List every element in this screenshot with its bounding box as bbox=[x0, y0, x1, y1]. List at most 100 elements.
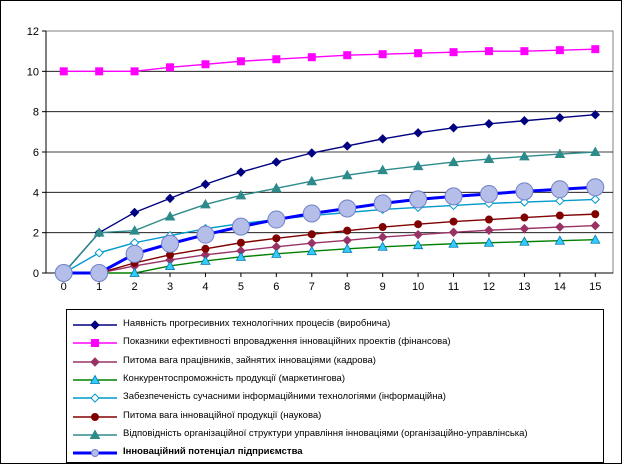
series-0-point-12 bbox=[484, 119, 494, 129]
series-7-point-8 bbox=[338, 199, 357, 218]
series-0-point-10 bbox=[413, 128, 423, 138]
series-5-point-14 bbox=[555, 211, 564, 220]
series-3-point-4 bbox=[200, 255, 211, 265]
series-7-point-10 bbox=[409, 190, 428, 209]
legend-swatch-marker-2 bbox=[90, 356, 100, 367]
series-3-point-14 bbox=[554, 235, 566, 245]
legend-swatch-6 bbox=[73, 429, 117, 439]
x-tick-label-2: 2 bbox=[132, 281, 138, 293]
x-tick-label-9: 9 bbox=[380, 281, 386, 293]
series-4-point-1 bbox=[94, 248, 104, 258]
series-2-line bbox=[63, 224, 596, 274]
y-tick-label-8: 8 bbox=[33, 107, 39, 119]
series-3-point-8 bbox=[342, 243, 353, 253]
legend-entry-5: Питома вага інноваційної продукції (наук… bbox=[71, 408, 601, 426]
series-3-point-9 bbox=[377, 241, 388, 251]
series-3 bbox=[58, 234, 601, 277]
x-tick-label-11: 11 bbox=[448, 281, 459, 293]
y-tick-label-12: 12 bbox=[27, 26, 39, 38]
x-tick-label-0: 0 bbox=[61, 281, 67, 293]
legend-swatch-3 bbox=[73, 374, 117, 384]
series-3-point-12 bbox=[483, 237, 495, 247]
legend-label-1: Показники ефективності впровадження інно… bbox=[123, 336, 451, 348]
series-6-line bbox=[63, 151, 596, 274]
legend-entry-0: Наявність прогресивних технологічних про… bbox=[71, 316, 601, 334]
series-6-point-3 bbox=[164, 211, 176, 221]
series-1-point-9 bbox=[378, 50, 387, 59]
series-6-point-7 bbox=[306, 175, 318, 186]
series-1-line bbox=[63, 48, 596, 73]
series-4-point-15 bbox=[590, 194, 600, 205]
series-3-point-3 bbox=[164, 260, 176, 270]
series-6-point-8 bbox=[341, 169, 353, 180]
series-1-point-4 bbox=[201, 60, 210, 69]
x-tick-label-7: 7 bbox=[309, 281, 315, 293]
series-7-point-11 bbox=[444, 187, 463, 206]
legend-swatch-marker-4 bbox=[90, 393, 100, 403]
series-5-point-5 bbox=[236, 238, 245, 247]
series-6-point-11 bbox=[448, 156, 459, 167]
y-tick-label-10: 10 bbox=[27, 66, 39, 78]
series-5-point-7 bbox=[307, 230, 316, 239]
series-2-point-10 bbox=[413, 229, 423, 240]
x-tick-label-8: 8 bbox=[344, 281, 350, 293]
series-6-point-12 bbox=[483, 153, 495, 164]
legend-swatch-marker-7 bbox=[91, 449, 99, 458]
series-0-point-14 bbox=[555, 113, 565, 123]
series-5-point-11 bbox=[449, 217, 458, 226]
legend-label-3: Конкурентоспроможність продукції (маркет… bbox=[123, 372, 345, 384]
series-0-point-5 bbox=[236, 167, 246, 177]
legend-swatch-7 bbox=[73, 449, 117, 458]
y-tick-label-0: 0 bbox=[33, 268, 39, 280]
legend-label-4: Забезпеченість сучасними інформаційними … bbox=[123, 391, 446, 403]
series-6-point-13 bbox=[519, 150, 530, 161]
series-5-point-6 bbox=[272, 234, 281, 243]
series-0-point-6 bbox=[271, 157, 282, 167]
series-1-point-14 bbox=[555, 46, 564, 55]
series-1-point-12 bbox=[484, 47, 493, 56]
legend-swatch-0 bbox=[73, 320, 117, 330]
series-5 bbox=[59, 210, 600, 277]
x-tick-label-4: 4 bbox=[202, 281, 208, 293]
x-tick-label-15: 15 bbox=[589, 281, 601, 293]
x-tick-label-1: 1 bbox=[96, 281, 102, 293]
legend-entry-6: Відповідність організаційної структури у… bbox=[71, 426, 601, 444]
series-0-point-13 bbox=[519, 116, 530, 126]
series-0-point-2 bbox=[129, 207, 140, 218]
series-7-point-3 bbox=[161, 234, 180, 253]
series-0-point-11 bbox=[448, 123, 459, 133]
series-6-point-15 bbox=[589, 146, 601, 156]
x-tick-label-6: 6 bbox=[273, 281, 279, 293]
series-7-point-4 bbox=[196, 225, 215, 244]
series-7-point-15 bbox=[586, 178, 605, 197]
x-tick-label-13: 13 bbox=[518, 281, 530, 293]
series-6-point-2 bbox=[129, 225, 140, 235]
series-1-point-10 bbox=[414, 49, 423, 58]
legend-swatch-marker-3 bbox=[89, 374, 101, 384]
series-1-point-6 bbox=[272, 55, 281, 64]
series-7-point-7 bbox=[302, 204, 321, 223]
series-0-point-9 bbox=[377, 134, 388, 144]
legend-swatch-marker-1 bbox=[91, 339, 99, 348]
series-7-point-12 bbox=[479, 184, 498, 203]
series-7-point-0 bbox=[54, 264, 73, 282]
series-1-point-0 bbox=[59, 67, 68, 76]
series-5-line bbox=[63, 213, 596, 274]
series-5-point-15 bbox=[591, 210, 600, 219]
series-5-point-10 bbox=[414, 220, 423, 229]
series-3-point-5 bbox=[235, 251, 247, 261]
legend-swatch-4 bbox=[73, 393, 117, 403]
series-3-point-15 bbox=[590, 234, 601, 244]
legend-label-0: Наявність прогресивних технологічних про… bbox=[123, 318, 391, 329]
series-3-point-6 bbox=[271, 248, 282, 258]
series-0-point-8 bbox=[342, 141, 352, 151]
series-1-point-15 bbox=[591, 45, 600, 54]
series-3-line bbox=[63, 239, 596, 274]
x-tick-label-3: 3 bbox=[167, 281, 173, 293]
series-0-point-4 bbox=[200, 179, 211, 189]
legend-entry-7: Інноваційний потенціал підприємства bbox=[71, 444, 601, 462]
y-tick-label-4: 4 bbox=[33, 187, 39, 199]
series-1-point-2 bbox=[130, 67, 139, 76]
series-5-point-12 bbox=[484, 215, 493, 224]
